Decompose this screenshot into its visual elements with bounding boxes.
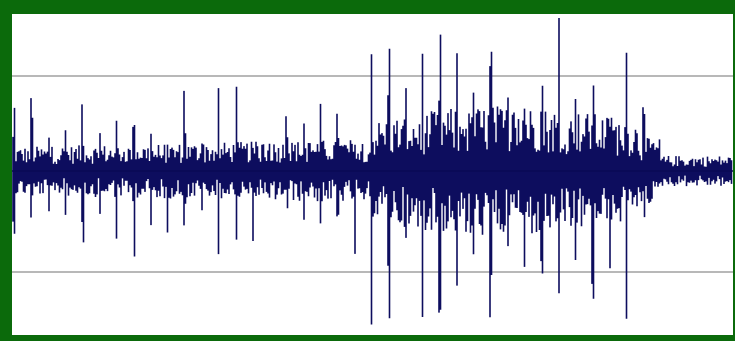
page: (() => { JSON.parse(document.getElementB… [0,0,735,341]
waveform-view [0,0,735,341]
